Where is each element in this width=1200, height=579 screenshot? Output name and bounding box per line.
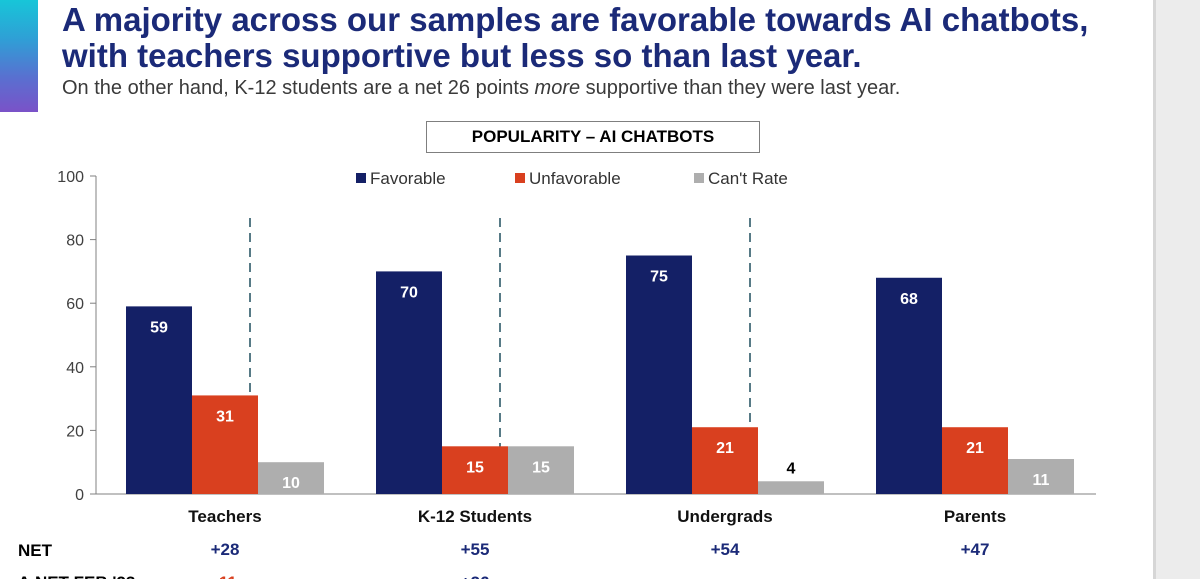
bar — [758, 481, 824, 494]
data-label: 31 — [216, 408, 234, 425]
accent-bar — [0, 0, 38, 112]
data-label: 10 — [282, 475, 300, 492]
legend-label: Unfavorable — [529, 169, 621, 188]
legend-swatch — [694, 173, 704, 183]
bar — [442, 446, 508, 494]
net-value: +28 — [211, 540, 240, 559]
bar — [376, 271, 442, 494]
bar — [692, 427, 758, 494]
chart-title: POPULARITY – AI CHATBOTS — [426, 121, 760, 153]
data-label: 59 — [150, 319, 168, 336]
bar — [192, 395, 258, 494]
data-label: 11 — [1033, 472, 1050, 489]
y-axis-tick-label: 60 — [66, 296, 84, 313]
legend-label: Favorable — [370, 169, 446, 188]
net-change-value: -11 — [213, 573, 237, 579]
slide-subtitle: On the other hand, K-12 students are a n… — [62, 77, 900, 100]
y-axis-tick-label: 100 — [57, 169, 84, 186]
bar — [258, 462, 324, 494]
bar — [1008, 459, 1074, 494]
data-label: 21 — [716, 440, 734, 457]
data-label: 4 — [787, 460, 796, 477]
net-value: +47 — [961, 540, 990, 559]
window-edge — [1153, 0, 1156, 579]
y-axis-tick-label: 20 — [66, 423, 84, 440]
bar-chart: 0 20 40 60 80 100 59 31 10 Teachers +28 -11 70 15 15 K-… — [18, 169, 1096, 579]
bar — [508, 446, 574, 494]
x-axis-category-label: Parents — [944, 507, 1006, 526]
subtitle-post: supportive than they were last year. — [580, 77, 901, 99]
data-label: 75 — [650, 269, 668, 286]
bar — [126, 306, 192, 494]
bar — [626, 255, 692, 494]
legend-swatch — [515, 173, 525, 183]
subtitle-emphasis: more — [534, 77, 581, 99]
x-axis-category-label: Undergrads — [677, 507, 772, 526]
net-change-value: +26 — [461, 573, 490, 579]
data-label: 68 — [900, 291, 918, 308]
data-label: 15 — [466, 459, 484, 476]
y-axis-tick-label: 80 — [66, 233, 84, 250]
legend-label: Can't Rate — [708, 169, 788, 188]
net-row-label: NET — [18, 541, 53, 560]
window-side-panel — [1156, 0, 1200, 579]
bar — [942, 427, 1008, 494]
net-value: +54 — [711, 540, 740, 559]
x-axis-category-label: K-12 Students — [418, 507, 532, 526]
slide-title: A majority across our samples are favora… — [62, 1, 1089, 74]
subtitle-pre: On the other hand, K-12 students are a n… — [62, 77, 535, 99]
y-axis-tick-label: 0 — [75, 487, 84, 504]
data-label: 15 — [532, 459, 550, 476]
data-label: 21 — [966, 440, 984, 457]
bar — [876, 277, 942, 494]
legend-swatch — [356, 173, 366, 183]
y-axis-tick-label: 40 — [66, 360, 84, 377]
net-value: +55 — [461, 540, 490, 559]
x-axis-category-label: Teachers — [188, 507, 261, 526]
data-label: 70 — [400, 284, 418, 301]
net-change-row-label: Δ NET FEB '23 — [18, 573, 135, 579]
